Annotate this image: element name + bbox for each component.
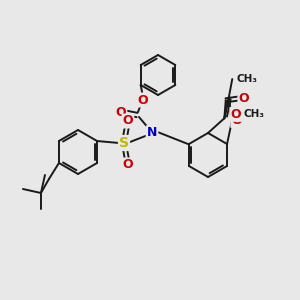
Text: O: O	[116, 106, 126, 118]
Text: O: O	[238, 92, 249, 105]
Text: S: S	[119, 136, 129, 150]
Text: O: O	[138, 94, 148, 106]
Text: CH₃: CH₃	[236, 74, 257, 84]
Text: O: O	[230, 108, 241, 121]
Text: N: N	[147, 127, 157, 140]
Text: O: O	[231, 114, 242, 127]
Text: N: N	[147, 127, 157, 140]
Text: O: O	[123, 115, 133, 128]
Text: CH₃: CH₃	[244, 109, 265, 119]
Text: O: O	[123, 158, 133, 172]
